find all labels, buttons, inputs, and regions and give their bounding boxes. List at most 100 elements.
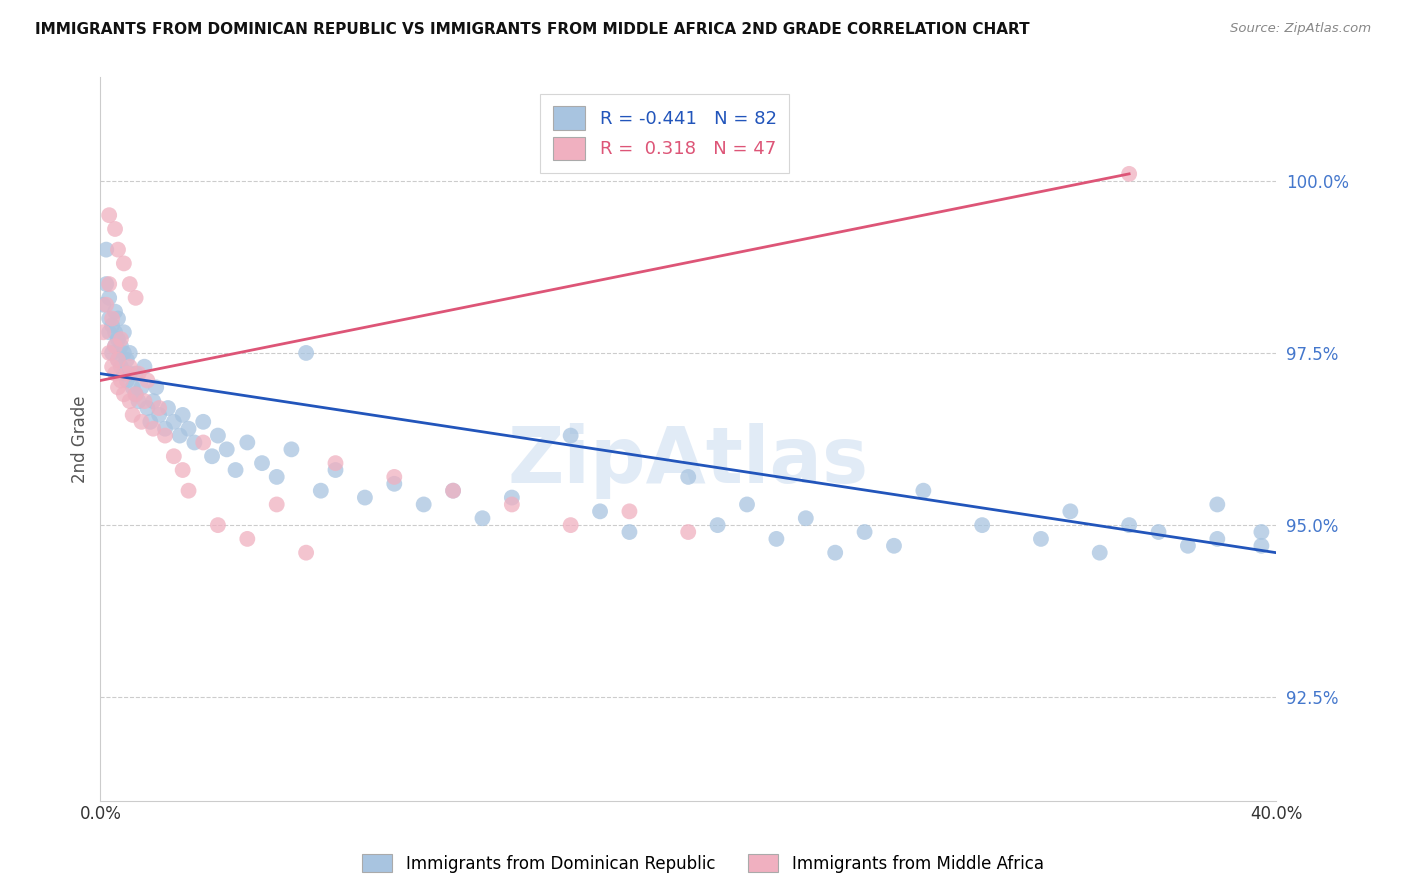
Point	[295, 546, 318, 560]
Text: Source: ZipAtlas.com: Source: ZipAtlas.com	[1230, 22, 1371, 36]
Point	[115, 352, 138, 367]
Point	[172, 463, 194, 477]
Point	[1206, 498, 1229, 512]
Point	[215, 442, 238, 457]
Point	[1177, 539, 1199, 553]
Point	[104, 339, 127, 353]
Point	[560, 428, 582, 442]
Point	[883, 539, 905, 553]
Point	[382, 476, 405, 491]
Point	[501, 491, 523, 505]
Point	[124, 387, 146, 401]
Point	[236, 435, 259, 450]
Point	[1118, 167, 1140, 181]
Point	[853, 524, 876, 539]
Point	[1250, 539, 1272, 553]
Point	[107, 243, 129, 257]
Point	[118, 277, 141, 291]
Point	[794, 511, 817, 525]
Point	[207, 518, 229, 533]
Point	[101, 359, 124, 374]
Point	[128, 394, 150, 409]
Point	[501, 498, 523, 512]
Point	[110, 332, 132, 346]
Legend: R = -0.441   N = 82, R =  0.318   N = 47: R = -0.441 N = 82, R = 0.318 N = 47	[540, 94, 789, 173]
Point	[280, 442, 302, 457]
Point	[325, 456, 347, 470]
Point	[201, 449, 224, 463]
Point	[441, 483, 464, 498]
Point	[471, 511, 494, 525]
Point	[104, 222, 127, 236]
Point	[735, 498, 758, 512]
Point	[1029, 532, 1052, 546]
Point	[560, 518, 582, 533]
Point	[676, 470, 699, 484]
Point	[112, 256, 135, 270]
Point	[619, 504, 641, 518]
Point	[124, 387, 146, 401]
Point	[153, 422, 176, 436]
Point	[98, 208, 121, 222]
Point	[142, 422, 165, 436]
Text: IMMIGRANTS FROM DOMINICAN REPUBLIC VS IMMIGRANTS FROM MIDDLE AFRICA 2ND GRADE CO: IMMIGRANTS FROM DOMINICAN REPUBLIC VS IM…	[35, 22, 1029, 37]
Point	[101, 346, 124, 360]
Point	[1118, 518, 1140, 533]
Point	[163, 449, 186, 463]
Legend: Immigrants from Dominican Republic, Immigrants from Middle Africa: Immigrants from Dominican Republic, Immi…	[356, 847, 1050, 880]
Point	[236, 532, 259, 546]
Point	[98, 326, 121, 340]
Point	[96, 243, 118, 257]
Point	[104, 367, 127, 381]
Point	[134, 394, 156, 409]
Point	[169, 428, 191, 442]
Point	[128, 367, 150, 381]
Point	[824, 546, 846, 560]
Point	[110, 339, 132, 353]
Point	[177, 422, 200, 436]
Point	[107, 352, 129, 367]
Point	[153, 428, 176, 442]
Point	[98, 277, 121, 291]
Point	[765, 532, 787, 546]
Point	[441, 483, 464, 498]
Point	[142, 394, 165, 409]
Point	[110, 359, 132, 374]
Point	[107, 332, 129, 346]
Point	[98, 291, 121, 305]
Point	[107, 380, 129, 394]
Point	[104, 326, 127, 340]
Point	[266, 498, 288, 512]
Point	[148, 401, 170, 415]
Point	[121, 380, 143, 394]
Point	[134, 359, 156, 374]
Point	[354, 491, 377, 505]
Point	[112, 326, 135, 340]
Point	[121, 408, 143, 422]
Point	[124, 367, 146, 381]
Point	[124, 291, 146, 305]
Point	[118, 394, 141, 409]
Point	[1250, 524, 1272, 539]
Point	[207, 428, 229, 442]
Point	[163, 415, 186, 429]
Point	[706, 518, 728, 533]
Point	[131, 380, 153, 394]
Point	[250, 456, 273, 470]
Point	[266, 470, 288, 484]
Point	[91, 298, 114, 312]
Point	[118, 346, 141, 360]
Point	[1088, 546, 1111, 560]
Point	[98, 311, 121, 326]
Point	[1059, 504, 1081, 518]
Point	[104, 304, 127, 318]
Point	[193, 435, 215, 450]
Point	[101, 318, 124, 333]
Point	[172, 408, 194, 422]
Point	[295, 346, 318, 360]
Point	[118, 367, 141, 381]
Point	[193, 415, 215, 429]
Point	[131, 415, 153, 429]
Y-axis label: 2nd Grade: 2nd Grade	[72, 395, 89, 483]
Point	[98, 346, 121, 360]
